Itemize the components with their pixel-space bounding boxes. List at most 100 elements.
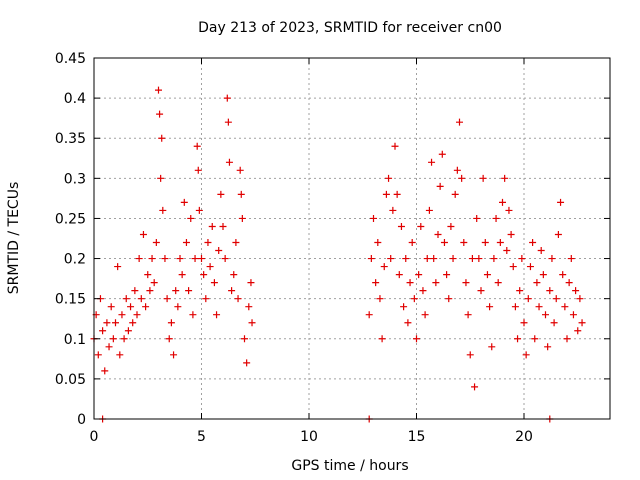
- data-point: [432, 279, 440, 287]
- data-point: [217, 190, 225, 198]
- data-point: [185, 287, 193, 295]
- data-point: [194, 166, 202, 174]
- data-point: [492, 214, 500, 222]
- data-point: [234, 295, 242, 303]
- data-point: [189, 311, 197, 319]
- data-point: [170, 351, 178, 359]
- data-point: [221, 255, 229, 263]
- data-point: [156, 110, 164, 118]
- data-point: [387, 255, 395, 263]
- data-point: [544, 343, 552, 351]
- data-point: [395, 271, 403, 279]
- data-point: [131, 287, 139, 295]
- data-point: [499, 198, 506, 206]
- data-point: [464, 311, 472, 319]
- data-point: [150, 279, 158, 287]
- data-point: [391, 142, 399, 150]
- y-tick-label: 0.05: [55, 372, 86, 388]
- data-point: [546, 287, 554, 295]
- data-point: [241, 335, 248, 343]
- data-point: [436, 182, 444, 190]
- axis-ticks: 0 0.05 0.1 0.15 0.2 0.25 0.3 0.35 0.4 0.45 0 5 10 15 2…: [55, 51, 610, 445]
- data-point: [213, 311, 221, 319]
- data-point: [475, 255, 483, 263]
- data-point: [112, 319, 119, 327]
- data-point: [202, 295, 210, 303]
- data-point: [223, 94, 231, 102]
- data-point: [428, 158, 436, 166]
- x-tick-label: 15: [408, 429, 426, 445]
- data-point: [176, 255, 184, 263]
- data-point: [430, 255, 438, 263]
- data-point: [483, 271, 491, 279]
- data-point: [516, 287, 524, 295]
- data-point: [531, 335, 539, 343]
- data-point: [155, 86, 162, 94]
- data-point: [389, 206, 397, 214]
- data-point: [101, 367, 109, 375]
- data-point: [572, 287, 580, 295]
- x-tick-label: 5: [197, 429, 206, 445]
- data-point: [535, 303, 543, 311]
- data-point: [225, 158, 233, 166]
- data-point: [210, 279, 218, 287]
- data-point: [567, 255, 575, 263]
- data-point: [511, 303, 519, 311]
- data-point: [94, 351, 102, 359]
- data-point: [174, 303, 182, 311]
- data-point: [479, 174, 487, 182]
- y-tick-label: 0: [77, 412, 86, 428]
- plot-frame: [93, 57, 611, 420]
- data-point: [380, 263, 388, 271]
- data-point: [367, 255, 375, 263]
- data-point: [228, 287, 236, 295]
- data-point: [552, 295, 560, 303]
- data-point: [408, 239, 416, 247]
- data-point: [195, 206, 203, 214]
- data-point: [163, 295, 171, 303]
- data-point: [539, 271, 547, 279]
- y-axis-label: SRMTID / TECUs: [6, 182, 22, 295]
- data-point: [116, 351, 124, 359]
- data-point: [237, 190, 245, 198]
- data-point: [198, 255, 205, 263]
- x-axis-label: GPS time / hours: [291, 458, 408, 474]
- data-point: [576, 295, 584, 303]
- data-point: [550, 319, 558, 327]
- data-point: [370, 214, 377, 222]
- x-tick-label: 10: [300, 429, 318, 445]
- data-point: [393, 190, 401, 198]
- data-point: [522, 351, 530, 359]
- data-point: [514, 335, 522, 343]
- x-tick-label: 0: [90, 429, 99, 445]
- y-tick-label: 0.3: [64, 171, 86, 187]
- data-point: [178, 271, 186, 279]
- y-tick-label: 0.4: [64, 91, 86, 107]
- data-point: [165, 335, 173, 343]
- data-point: [120, 335, 128, 343]
- data-point: [152, 239, 160, 247]
- data-point: [569, 311, 577, 319]
- data-point: [453, 166, 461, 174]
- data-point: [245, 303, 253, 311]
- data-point: [507, 230, 515, 238]
- data-point: [481, 239, 489, 247]
- data-point: [193, 142, 201, 150]
- data-point: [503, 247, 511, 255]
- data-point: [243, 359, 251, 367]
- data-point: [445, 295, 453, 303]
- data-point: [374, 239, 382, 247]
- data-point: [236, 166, 244, 174]
- data-point: [443, 271, 451, 279]
- data-point: [385, 174, 393, 182]
- data-point: [526, 263, 534, 271]
- data-point: [376, 295, 384, 303]
- data-point: [565, 279, 573, 287]
- data-point: [167, 319, 175, 327]
- data-point: [103, 319, 111, 327]
- data-point: [118, 311, 126, 319]
- data-point: [107, 303, 115, 311]
- data-point: [520, 319, 528, 327]
- data-point: [410, 295, 418, 303]
- data-point: [122, 295, 130, 303]
